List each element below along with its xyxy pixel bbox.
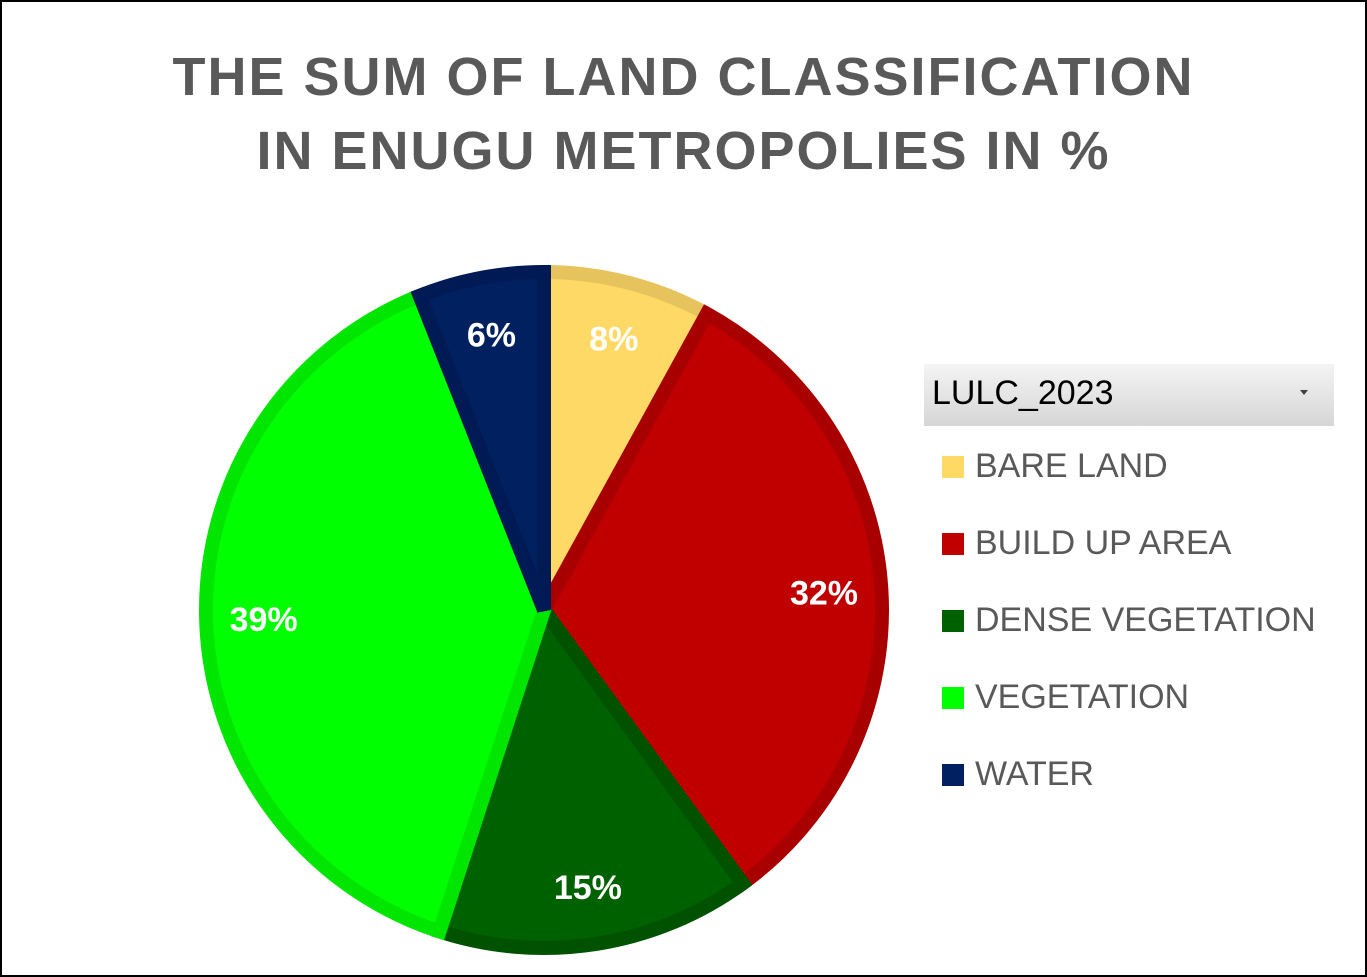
legend-label-dense-vegetation: DENSE VEGETATION xyxy=(975,601,1316,639)
data-label-water: 6% xyxy=(467,316,516,354)
chart-title: THE SUM OF LAND CLASSIFICATION IN ENUGU … xyxy=(0,40,1367,188)
data-label-bare-land: 8% xyxy=(589,320,638,358)
legend-swatch-dense-vegetation xyxy=(942,610,964,632)
legend-swatch-water xyxy=(942,764,964,786)
data-label-vegetation: 39% xyxy=(230,601,298,639)
legend-swatch-build-up-area xyxy=(942,533,964,555)
legend-label-bare-land: BARE LAND xyxy=(975,447,1168,485)
legend-label-water: WATER xyxy=(975,755,1094,793)
legend-swatch-bare-land xyxy=(942,456,964,478)
pie-slice-water xyxy=(410,264,551,613)
chart-title-line-1: THE SUM OF LAND CLASSIFICATION xyxy=(172,47,1195,107)
filter-label: LULC_2023 xyxy=(932,374,1114,412)
legend-label-vegetation: VEGETATION xyxy=(975,678,1190,716)
pie-slice-vegetation xyxy=(199,286,552,941)
dropdown-arrow-icon xyxy=(1300,390,1308,395)
data-label-build-up-area: 32% xyxy=(790,574,858,612)
data-label-dense-vegetation: 15% xyxy=(554,869,622,907)
pie-slice-build-up-area xyxy=(535,304,889,894)
legend-label-build-up-area: BUILD UP AREA xyxy=(975,524,1232,562)
pie-slice-dense-vegetation xyxy=(430,594,753,956)
legend-swatch-vegetation xyxy=(942,687,964,709)
lulc-filter-dropdown[interactable]: LULC_2023 xyxy=(924,364,1334,426)
chart-title-line-2: IN ENUGU METROPOLIES IN % xyxy=(256,121,1111,181)
